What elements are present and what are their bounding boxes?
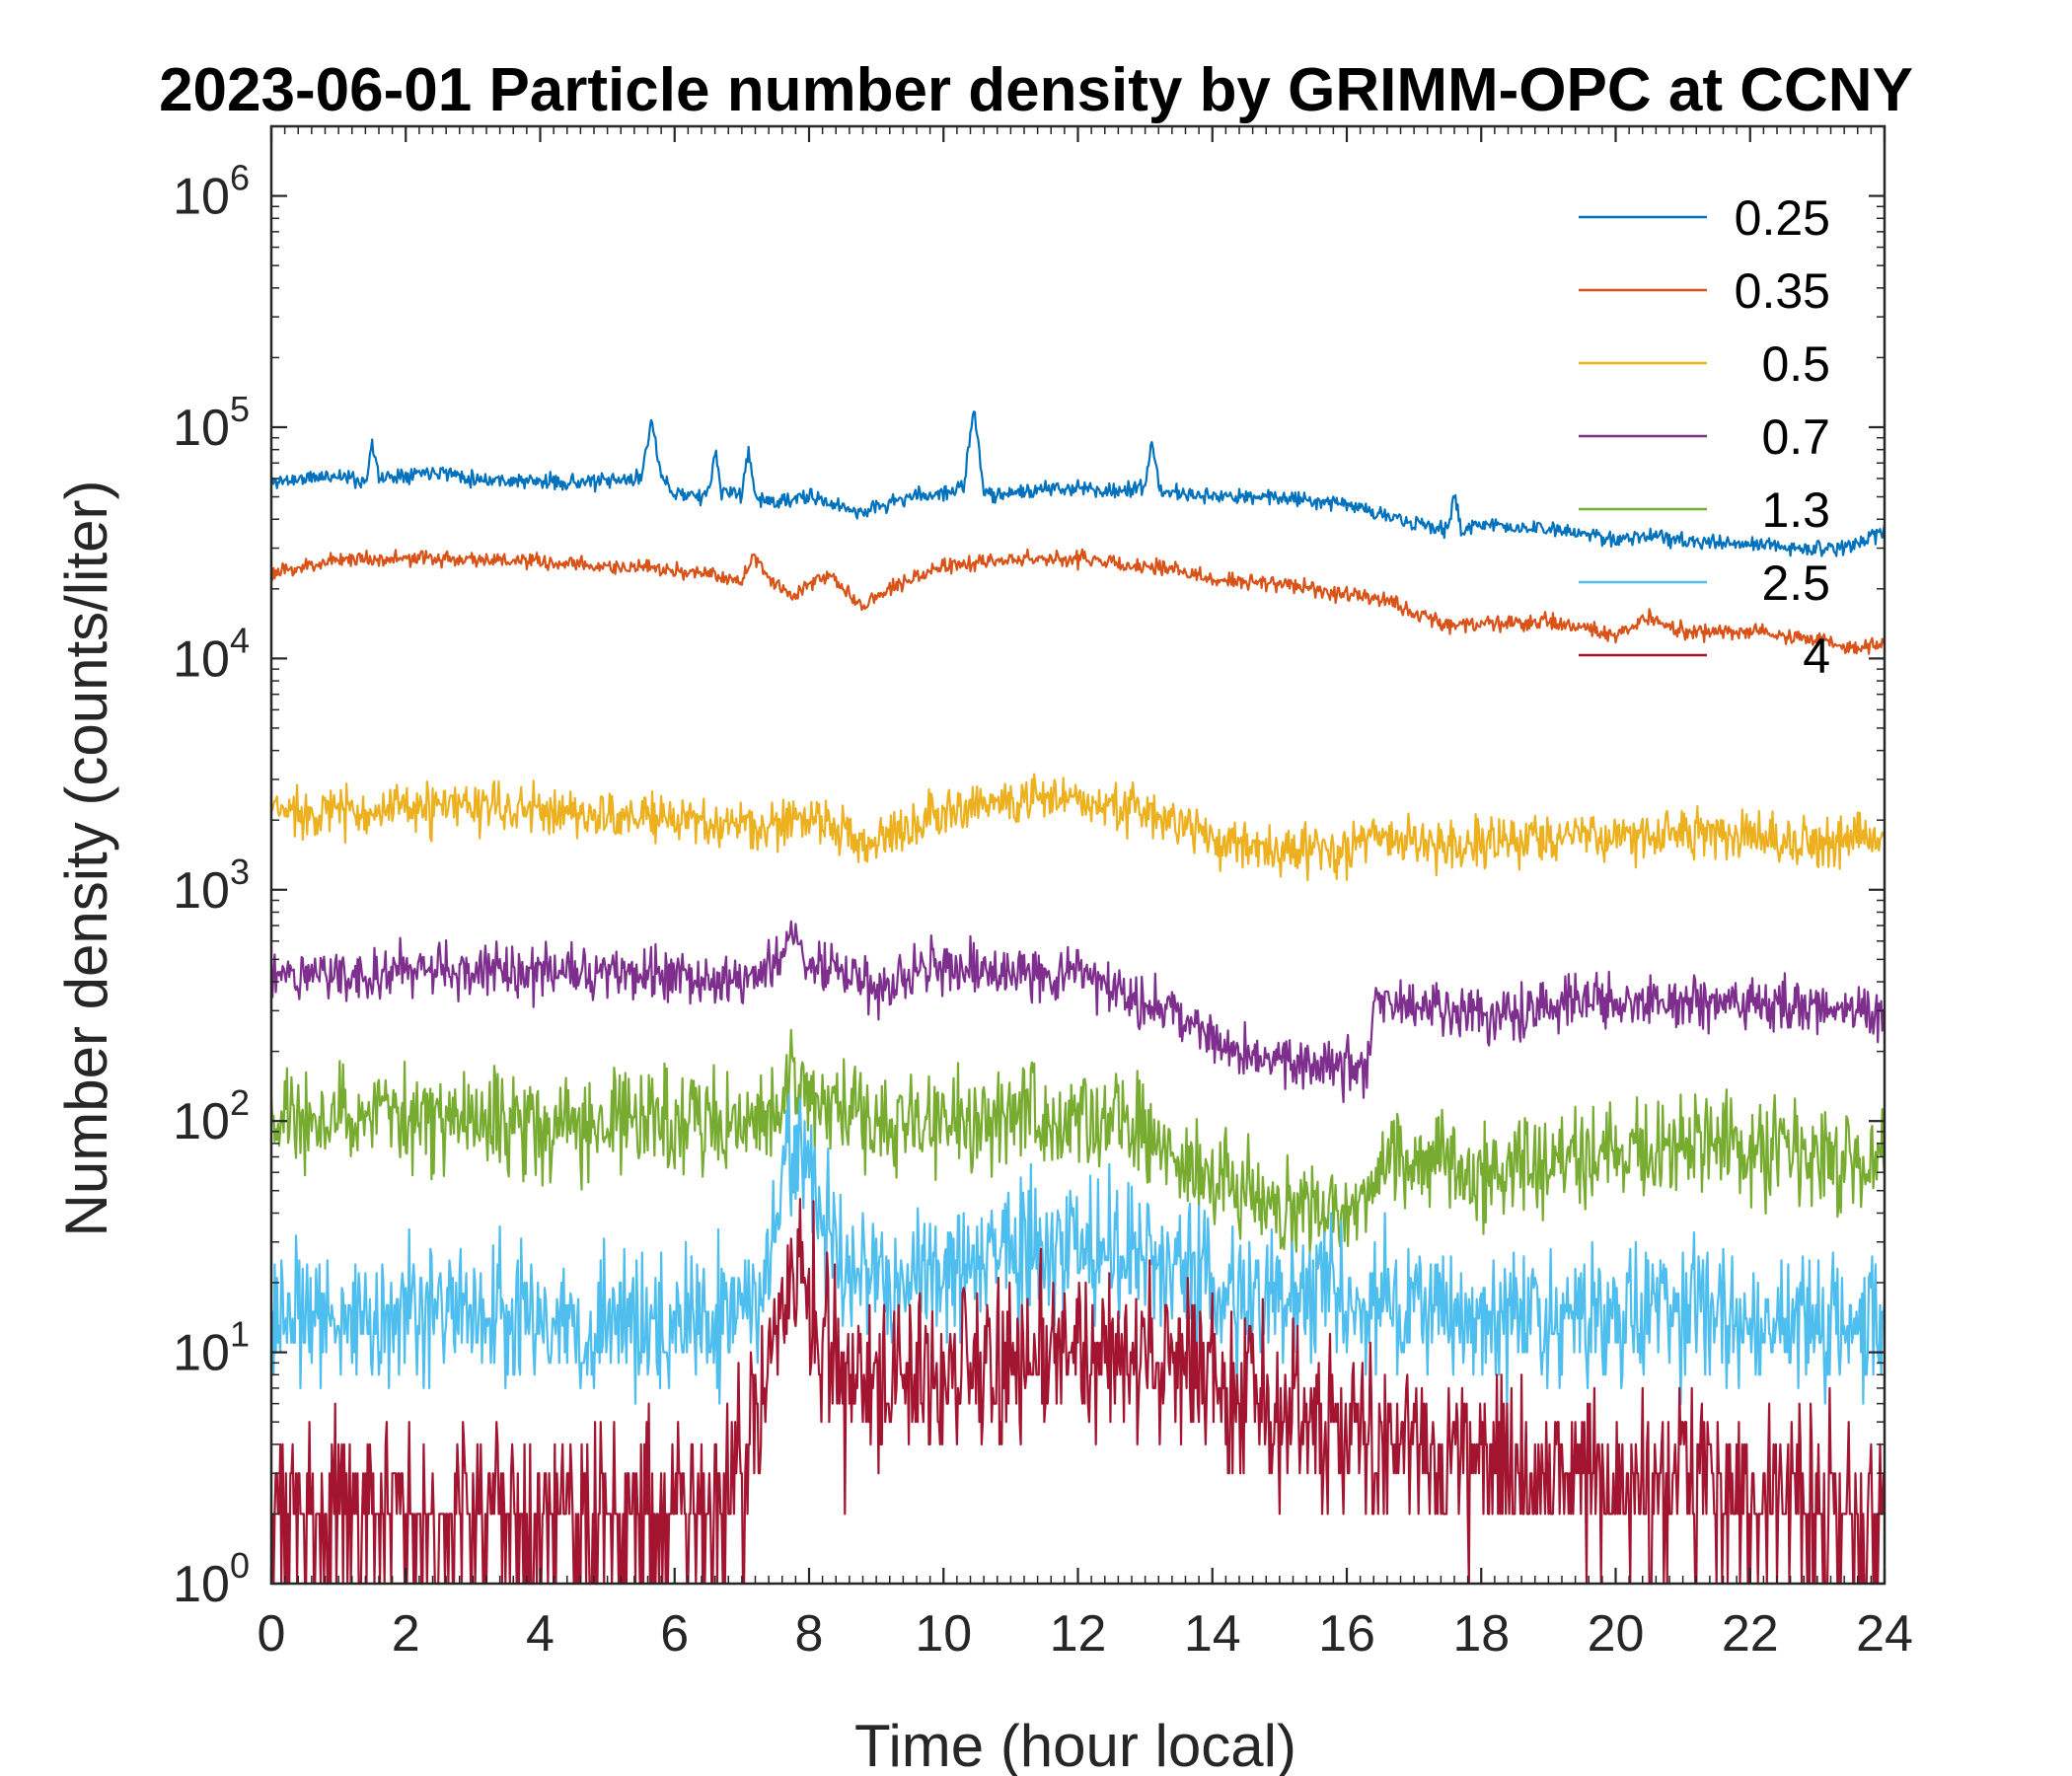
series-line-0.35: [270, 548, 1887, 655]
series-line-2.5: [269, 1092, 1887, 1405]
legend: 0.25 0.35 0.5 0.7 1.3 2.5 4: [1579, 190, 1830, 684]
y-tick-label: 101: [173, 1314, 250, 1382]
y-tick-label: 102: [173, 1082, 250, 1150]
y-tick-label: 103: [173, 851, 250, 920]
legend-label-0.7: 0.7: [1761, 409, 1830, 465]
series-line-1.3: [269, 1028, 1887, 1254]
x-tick-label: 22: [1722, 1605, 1779, 1663]
x-tick-label: 0: [258, 1605, 286, 1663]
x-tick-label: 24: [1856, 1605, 1913, 1663]
legend-label-1.3: 1.3: [1761, 482, 1830, 538]
legend-label-0.35: 0.35: [1735, 263, 1830, 319]
chart-title: 2023-06-01 Particle number density by GR…: [159, 56, 1913, 124]
x-tick-label: 14: [1184, 1605, 1241, 1663]
y-tick-label: 105: [173, 389, 250, 457]
x-tick-label: 20: [1588, 1605, 1645, 1663]
series-line-0.5: [270, 773, 1887, 882]
x-tick-label: 16: [1318, 1605, 1375, 1663]
y-axis-label: Number density (counts/liter): [53, 481, 119, 1237]
y-tick-label: 100: [173, 1545, 250, 1613]
x-tick-label: 6: [660, 1605, 689, 1663]
x-tick-label: 10: [915, 1605, 972, 1663]
y-tick-label: 106: [173, 158, 250, 226]
y-tick-label: 104: [173, 620, 250, 688]
series-layer: [269, 410, 1887, 1586]
legend-label-2.5: 2.5: [1761, 555, 1830, 611]
x-tick-label: 18: [1452, 1605, 1510, 1663]
axes-layer: [269, 124, 1887, 1586]
x-tick-label: 2: [392, 1605, 420, 1663]
x-tick-label: 8: [795, 1605, 824, 1663]
x-tick-label: 12: [1050, 1605, 1107, 1663]
x-tick-label: 4: [526, 1605, 555, 1663]
tick-labels: 0 2 4 6 8 10 12 14 16 18 20 22 241001011021031041051…: [173, 158, 1913, 1663]
legend-label-4: 4: [1803, 629, 1830, 684]
x-axis-label: Time (hour local): [854, 1713, 1296, 1776]
legend-label-0.25: 0.25: [1735, 190, 1830, 246]
legend-label-0.5: 0.5: [1761, 336, 1830, 392]
series-line-0.7: [271, 920, 1886, 1104]
series-line-0.25: [269, 410, 1887, 557]
